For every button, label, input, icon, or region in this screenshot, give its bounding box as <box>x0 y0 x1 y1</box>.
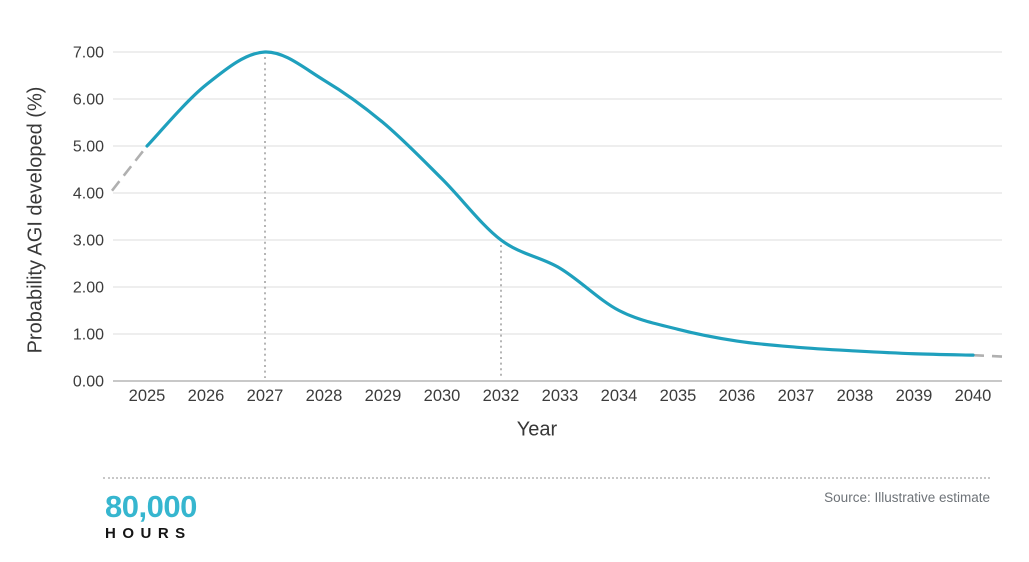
x-tick-label: 2035 <box>660 387 697 405</box>
source-note: Source: Illustrative estimate <box>824 490 990 505</box>
x-tick-label: 2029 <box>365 387 402 405</box>
logo-80000-hours: 80,000 HOURS <box>105 491 197 542</box>
logo-word: HOURS <box>105 525 192 542</box>
line-chart: 0.00 1.00 2.00 3.00 4.00 5.00 6.00 7.00 2025 2026… <box>73 45 1003 405</box>
y-tick-label: 7.00 <box>73 45 104 62</box>
y-tick-label: 3.00 <box>73 233 104 250</box>
x-tick-label: 2036 <box>719 387 756 405</box>
x-tick-label: 2034 <box>601 387 638 405</box>
lead-out-dash <box>972 353 1003 358</box>
x-tick-label: 2039 <box>896 387 933 405</box>
x-tick-label: 2033 <box>542 387 579 405</box>
x-axis-title: Year <box>516 418 558 441</box>
y-tick-label: 4.00 <box>73 186 104 203</box>
probability-curve <box>145 50 975 357</box>
y-tick-label: 2.00 <box>73 280 104 297</box>
x-tick-label: 2038 <box>837 387 874 405</box>
lead-in-dash <box>110 145 149 192</box>
x-tick-label: 2028 <box>306 387 343 405</box>
x-tick-label: 2040 <box>955 387 992 405</box>
x-tick-label: 2032 <box>483 387 520 405</box>
y-tick-label: 0.00 <box>73 374 104 391</box>
y-axis-title: Probability AGI developed (%) <box>24 86 47 354</box>
x-tick-label: 2025 <box>129 387 166 405</box>
y-tick-label: 5.00 <box>73 139 104 156</box>
y-tick-label: 1.00 <box>73 327 104 344</box>
footer-divider <box>103 477 990 479</box>
x-tick-label: 2026 <box>188 387 225 405</box>
y-tick-label: 6.00 <box>73 92 104 109</box>
x-tick-label: 2027 <box>247 387 284 405</box>
x-tick-label: 2030 <box>424 387 461 405</box>
x-tick-label: 2037 <box>778 387 815 405</box>
logo-number: 80,000 <box>105 489 197 524</box>
